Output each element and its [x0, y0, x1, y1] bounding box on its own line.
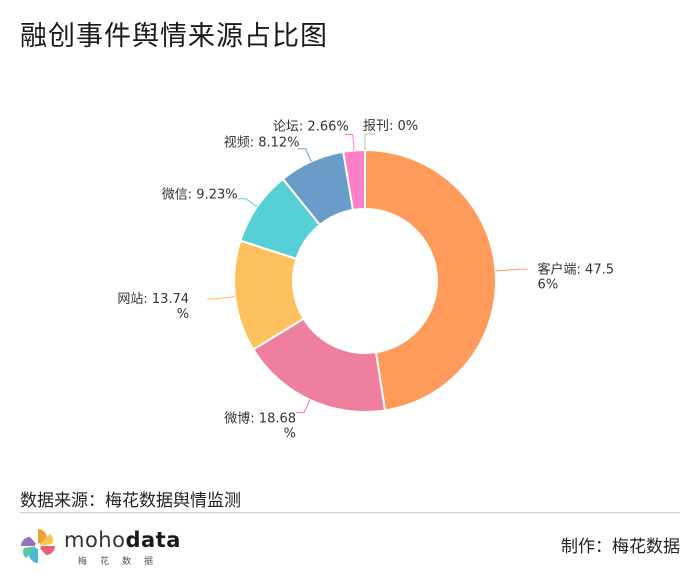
- slice-1[interactable]: [251, 317, 387, 413]
- slice-label-2: 网站: 13.74%: [117, 292, 189, 322]
- leader-line-3: [237, 198, 258, 208]
- slice-label-4: 视频: 8.12%: [224, 136, 300, 151]
- data-source: 数据来源：梅花数据舆情监测: [20, 491, 241, 511]
- donut-chart: 客户端: 47.5 6% 微博: 18.68 % 网站: 13.74 % 微信: 9.23%…: [117, 119, 614, 442]
- footer-divider: [20, 512, 680, 513]
- pinwheel-logo-icon: [21, 529, 55, 563]
- slice-label-0: 客户端: 47.5 6%: [538, 261, 614, 292]
- leader-line-5: [344, 134, 355, 151]
- slice-0[interactable]: [364, 148, 497, 412]
- logo-word-light: moho: [64, 528, 126, 552]
- slice-label-1: 微博: 18.68%: [224, 412, 296, 442]
- slice-label-6: 报刊: 0%: [363, 119, 418, 134]
- slice-5[interactable]: [342, 148, 366, 212]
- logo-subtitle: 梅花数据: [78, 557, 167, 567]
- logo-wordmark: mohodata: [64, 528, 181, 552]
- slice-label-3: 微信: 9.23%: [162, 188, 238, 203]
- logo-word-bold: data: [125, 528, 181, 552]
- slice-label-5: 论坛: 2.66%: [273, 120, 349, 135]
- leader-line-6: [364, 133, 375, 150]
- chart-title: 融创事件舆情来源占比图: [20, 21, 328, 52]
- leader-line-2: [207, 295, 235, 300]
- leader-line-0: [495, 268, 528, 272]
- mohodata-logo: mohodata 梅花数据: [18, 524, 181, 568]
- maker-credit: 制作：梅花数据: [561, 537, 680, 557]
- leader-line-1: [296, 399, 311, 414]
- leader-line-4: [297, 148, 312, 162]
